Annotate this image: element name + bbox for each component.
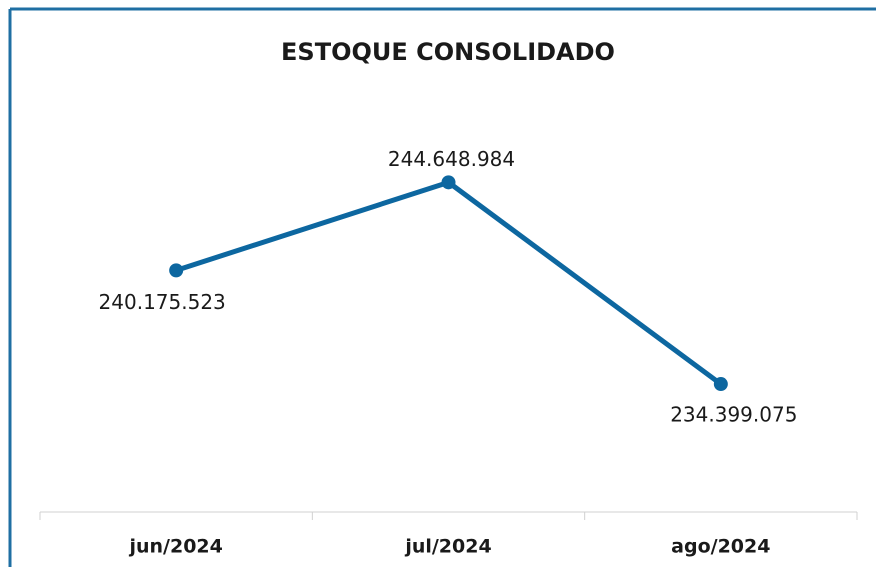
point bbox=[713, 377, 728, 392]
chart-title: ESTOQUE CONSOLIDADO bbox=[281, 38, 615, 66]
point bbox=[169, 263, 184, 278]
x-tick-label: jun/2024 bbox=[128, 536, 222, 558]
value-label: 244.648.984 bbox=[388, 147, 515, 171]
x-tick-label: jul/2024 bbox=[404, 536, 491, 558]
x-tick-label: ago/2024 bbox=[671, 536, 770, 558]
value-label: 234.399.075 bbox=[670, 403, 797, 427]
value-label: 240.175.523 bbox=[99, 290, 226, 314]
point bbox=[441, 175, 456, 190]
